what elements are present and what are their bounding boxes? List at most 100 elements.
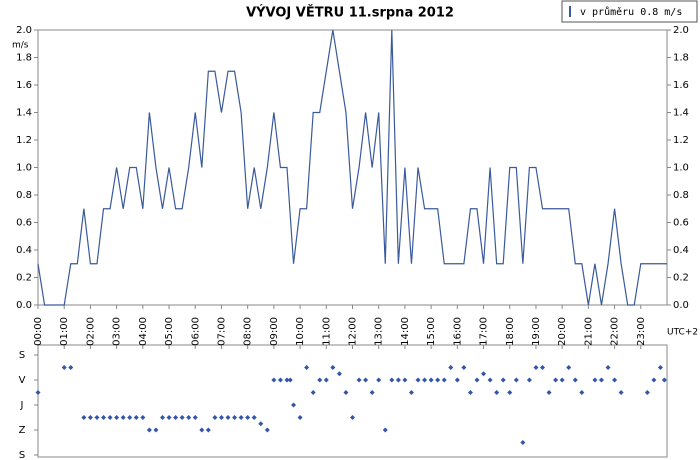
data-point <box>661 377 667 383</box>
data-point <box>87 415 93 420</box>
data-point <box>277 377 283 383</box>
data-point <box>356 377 362 383</box>
data-point <box>264 427 270 433</box>
data-point <box>258 421 264 427</box>
data-point <box>566 365 572 370</box>
data-point <box>61 365 67 370</box>
data-point <box>572 377 578 383</box>
data-point <box>618 390 624 395</box>
data-point <box>454 377 460 383</box>
data-point <box>245 415 251 420</box>
legend-label: v průměru 0.8 m/s <box>580 6 682 18</box>
data-point <box>500 377 506 383</box>
x-tick-label: 01:00 <box>59 317 70 346</box>
legend-box <box>561 0 698 23</box>
data-point <box>153 427 159 433</box>
data-point <box>304 365 310 370</box>
y-tick-label: J <box>20 400 24 411</box>
data-point <box>526 377 532 383</box>
x-tick-label: 16:00 <box>452 317 463 346</box>
x-tick-label: 06:00 <box>190 317 201 346</box>
data-point <box>330 365 336 370</box>
x-tick-label: 20:00 <box>557 317 568 346</box>
data-point <box>657 365 663 370</box>
data-point <box>559 377 565 383</box>
data-point <box>218 415 224 420</box>
y-tick-label: 0.4 <box>673 245 689 256</box>
y-tick-label: 1.2 <box>16 135 32 146</box>
y-tick-label: V <box>19 375 26 386</box>
data-point <box>540 365 546 370</box>
data-point <box>146 427 152 433</box>
y-tick-label: 1.6 <box>673 80 689 91</box>
x-tick-label: 09:00 <box>269 317 280 346</box>
data-point <box>238 415 244 420</box>
data-point <box>343 390 349 395</box>
data-point <box>232 415 238 420</box>
data-point <box>323 377 329 383</box>
data-point <box>81 415 87 420</box>
x-tick-label: 23:00 <box>636 317 647 346</box>
data-point <box>533 365 539 370</box>
data-point <box>363 377 369 383</box>
data-point <box>598 377 604 383</box>
data-point <box>389 377 395 383</box>
data-point <box>422 377 428 383</box>
y-tick-label: 0.6 <box>16 218 32 229</box>
y-tick-label: 0.2 <box>673 273 689 284</box>
data-point <box>166 415 172 420</box>
data-point <box>612 377 618 383</box>
y-tick-label: 1.8 <box>16 53 32 64</box>
x-tick-label: 12:00 <box>348 317 359 346</box>
y-tick-label: 0.2 <box>16 273 32 284</box>
x-axis-label: UTC+2 <box>667 328 698 338</box>
data-point <box>317 377 323 383</box>
data-point <box>133 415 139 420</box>
data-point <box>186 415 192 420</box>
x-tick-label: 17:00 <box>479 317 490 346</box>
data-point <box>140 415 146 420</box>
x-tick-label: 00:00 <box>33 317 44 346</box>
y-tick-label: 1.0 <box>673 163 689 174</box>
data-point <box>173 415 179 420</box>
data-point <box>212 415 218 420</box>
y-tick-label: 0.6 <box>673 218 689 229</box>
x-tick-label: 13:00 <box>374 317 385 346</box>
data-point <box>382 427 388 433</box>
data-point <box>461 365 467 370</box>
data-point <box>592 377 598 383</box>
data-point <box>448 365 454 370</box>
data-point <box>395 377 401 383</box>
data-point <box>494 390 500 395</box>
data-point <box>435 377 441 383</box>
y-tick-label: 0.8 <box>673 190 689 201</box>
data-point <box>336 371 342 377</box>
data-point <box>487 377 493 383</box>
data-point <box>644 390 650 395</box>
x-tick-label: 21:00 <box>583 317 594 346</box>
y-tick-label: 1.0 <box>16 163 32 174</box>
data-point <box>651 377 657 383</box>
data-point <box>68 365 74 370</box>
data-point <box>441 377 447 383</box>
data-point <box>481 371 487 377</box>
y-axis-label: m/s <box>12 41 29 51</box>
x-tick-label: 08:00 <box>243 317 254 346</box>
data-point <box>520 440 526 445</box>
data-point <box>605 365 611 370</box>
x-tick-label: 15:00 <box>426 317 437 346</box>
data-point <box>402 377 408 383</box>
y-tick-label: 0.0 <box>16 300 32 311</box>
data-point <box>428 377 434 383</box>
y-tick-label: S <box>19 350 25 361</box>
y-tick-label: 0.4 <box>16 245 32 256</box>
data-point <box>94 415 100 420</box>
x-tick-label: 02:00 <box>85 317 96 346</box>
y-tick-label: Z <box>19 425 26 436</box>
data-point <box>159 415 165 420</box>
x-tick-label: 22:00 <box>610 317 621 346</box>
y-tick-label: 1.2 <box>673 135 689 146</box>
data-point <box>120 415 126 420</box>
data-point <box>192 415 198 420</box>
